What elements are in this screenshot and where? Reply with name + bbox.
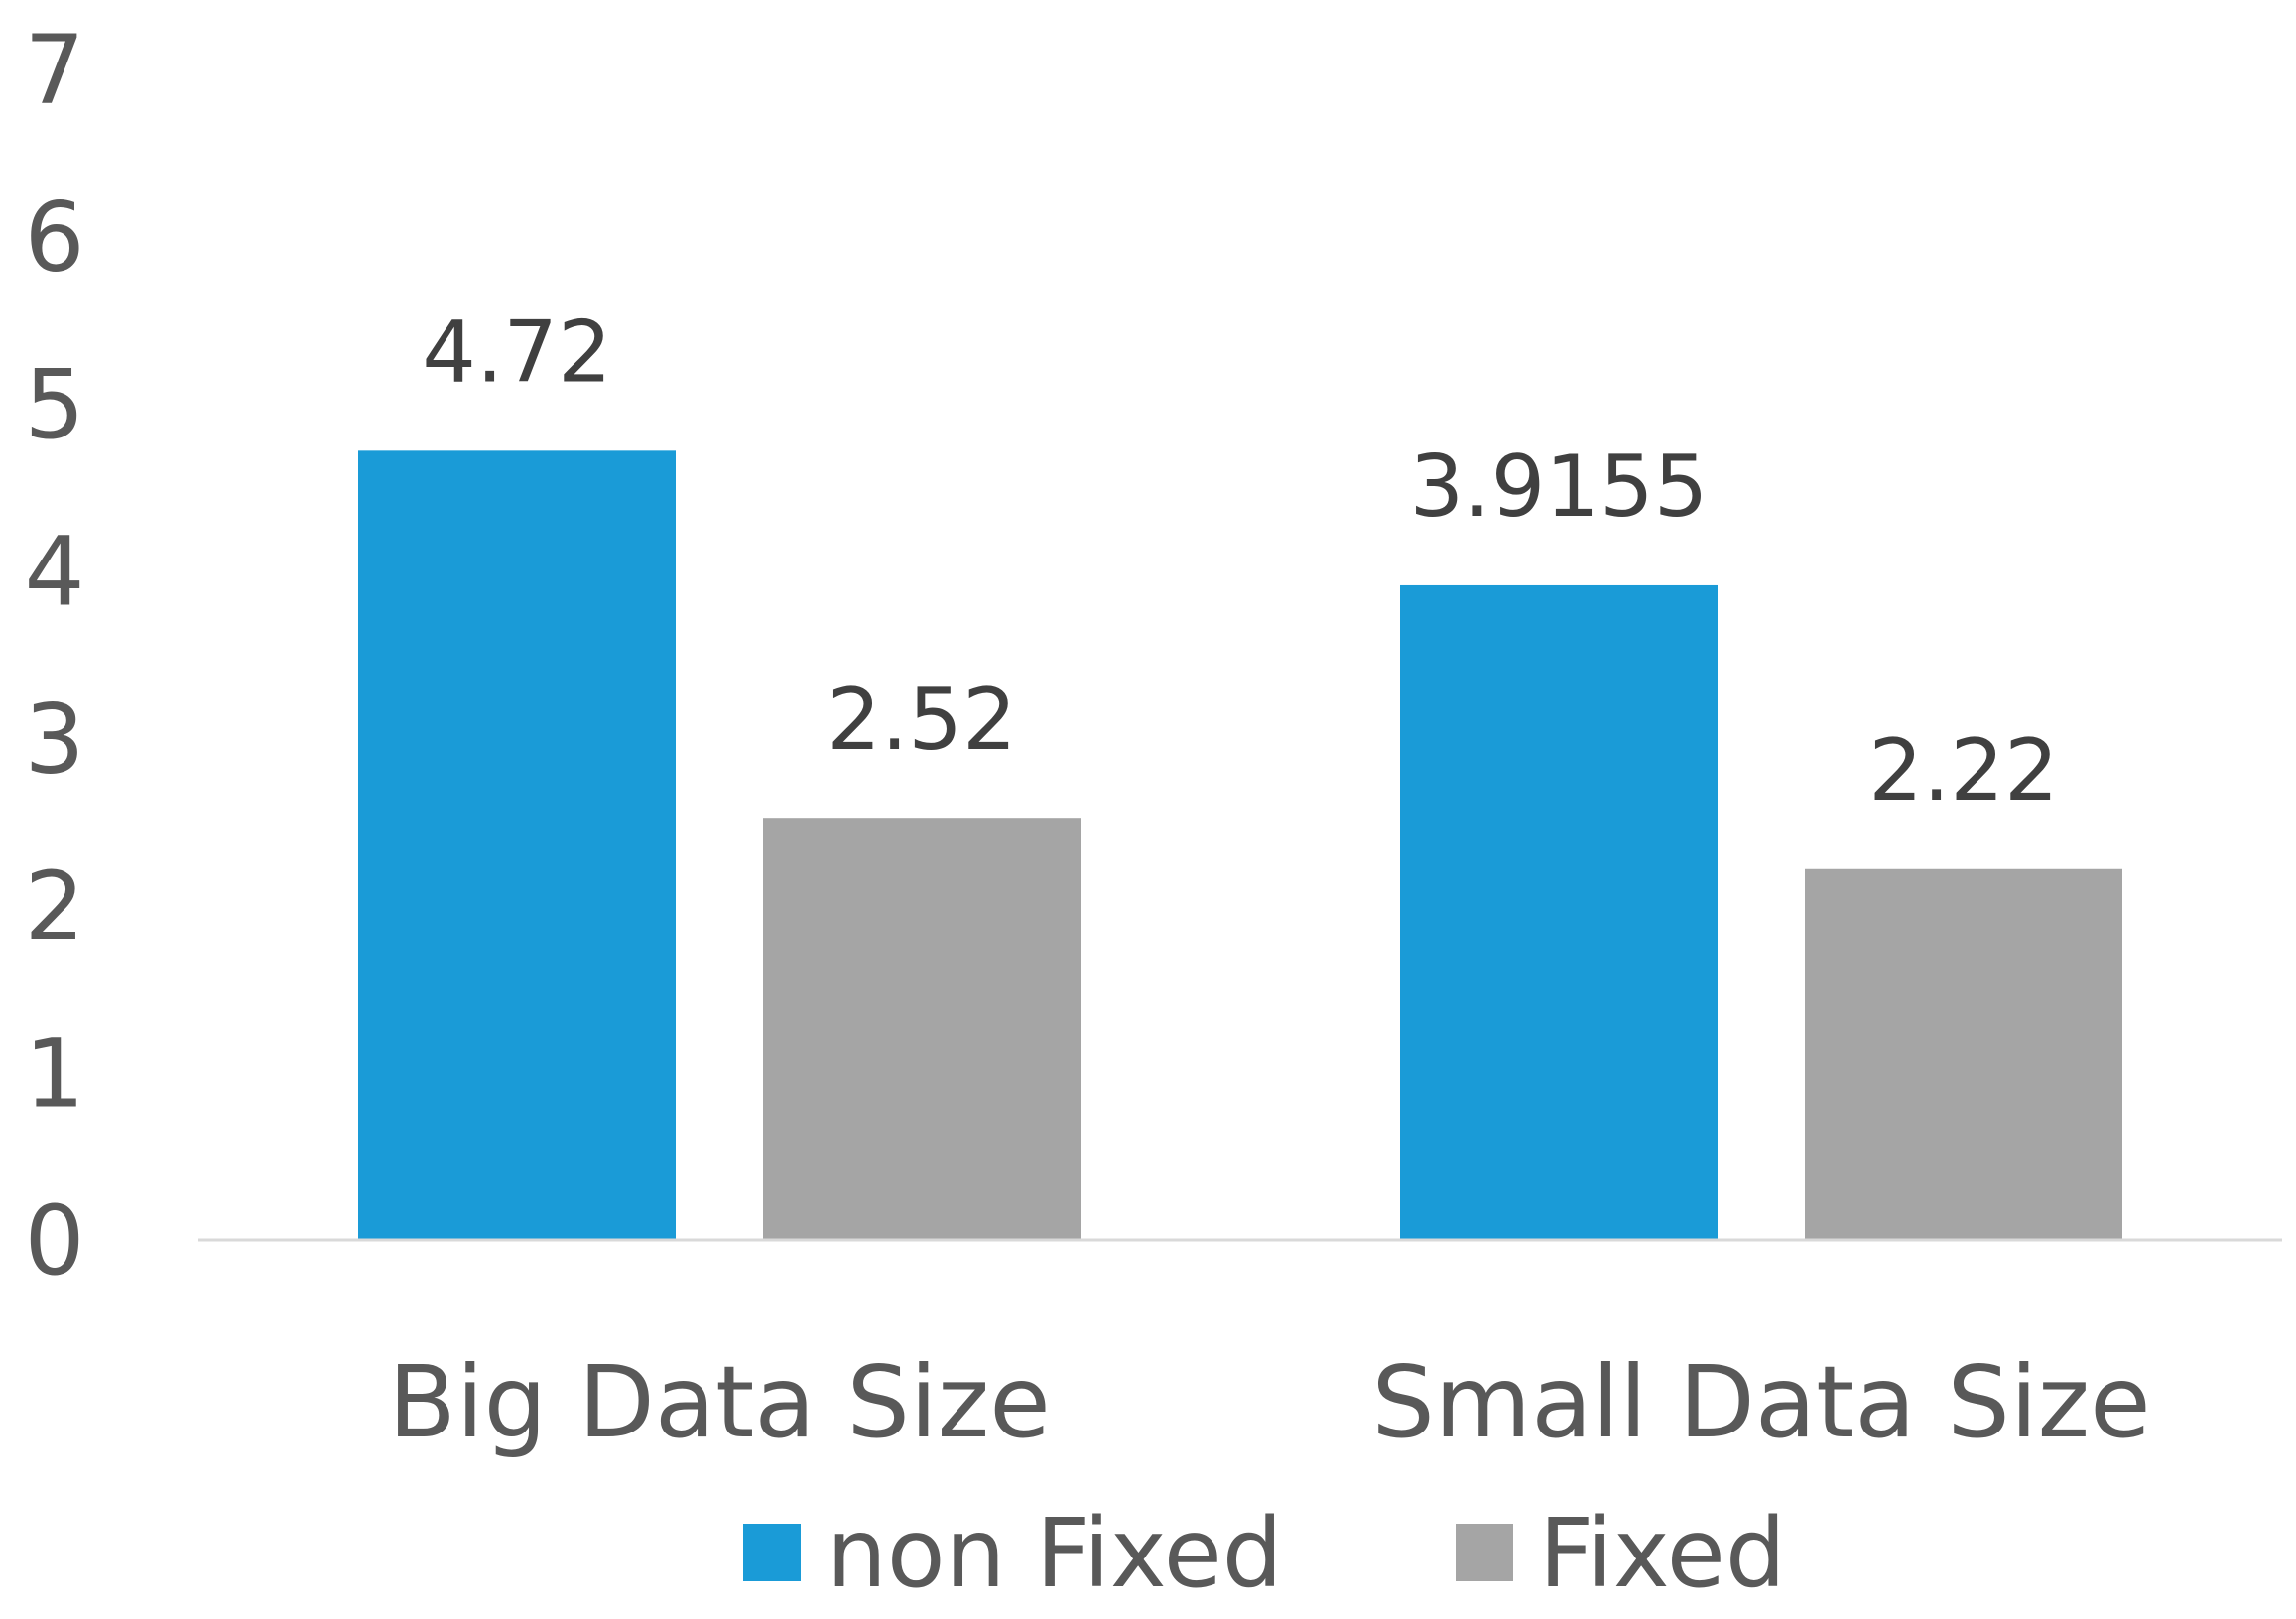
x-category-label: Small Data Size: [1371, 1344, 2150, 1460]
data-label: 2.22: [1868, 721, 2058, 820]
y-tick-label: 1: [24, 1018, 84, 1129]
y-tick-label: 4: [24, 517, 84, 628]
data-label: 2.52: [827, 671, 1016, 770]
bar-fixed-small: [1805, 868, 2122, 1240]
y-tick-label: 5: [24, 349, 84, 460]
bar-fixed-big: [763, 818, 1081, 1240]
x-axis: Big Data Size Small Data Size: [388, 1344, 2150, 1460]
y-tick-label: 6: [24, 183, 84, 294]
bar-non-fixed-big: [358, 450, 676, 1240]
y-tick-label: 7: [24, 15, 84, 126]
legend-swatch-fixed: [1456, 1524, 1513, 1581]
y-axis: 0 1 2 3 4 5 6 7: [24, 15, 84, 1297]
bars-group: [358, 450, 2122, 1240]
data-labels-group: 4.72 2.52 3.9155 2.22: [422, 303, 2058, 819]
y-tick-label: 0: [24, 1185, 84, 1297]
legend-label: Fixed: [1539, 1498, 1786, 1609]
x-category-label: Big Data Size: [388, 1344, 1050, 1460]
data-label: 3.9155: [1410, 437, 1709, 537]
bar-non-fixed-small: [1400, 584, 1718, 1240]
legend: non Fixed Fixed: [743, 1498, 1786, 1609]
y-tick-label: 3: [24, 684, 84, 795]
data-label: 4.72: [422, 303, 611, 402]
legend-swatch-non-fixed: [743, 1524, 801, 1581]
legend-label: non Fixed: [827, 1498, 1283, 1609]
y-tick-label: 2: [24, 851, 84, 962]
